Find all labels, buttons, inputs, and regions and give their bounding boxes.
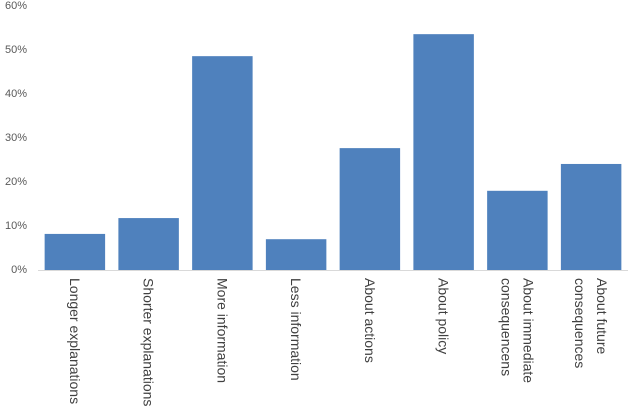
bar	[413, 34, 474, 270]
bar	[487, 190, 548, 270]
x-tick-label: More information	[214, 278, 231, 384]
x-tick-label: Shorter explanations	[140, 278, 157, 407]
bar	[265, 239, 327, 270]
bar	[339, 148, 401, 270]
y-tick-label: 30%	[5, 132, 27, 144]
y-tick-label: 50%	[5, 44, 27, 56]
bar	[192, 56, 253, 270]
x-tick-label: Less information	[288, 278, 305, 381]
x-tick-label: About immediate consequencens	[498, 278, 537, 384]
x-tick-label: About actions	[361, 278, 378, 363]
x-tick-label: About future consequences	[572, 278, 611, 369]
bar	[44, 233, 106, 270]
y-tick-label: 20%	[5, 176, 27, 188]
y-tick-label: 0%	[11, 264, 27, 276]
bar	[560, 163, 622, 270]
y-tick-label: 10%	[5, 220, 27, 232]
x-tick-label: Longer explanations	[66, 278, 83, 405]
x-tick-label: About policy	[435, 278, 452, 355]
y-tick-label: 60%	[5, 0, 27, 12]
bar	[118, 218, 179, 270]
y-tick-label: 40%	[5, 88, 27, 100]
